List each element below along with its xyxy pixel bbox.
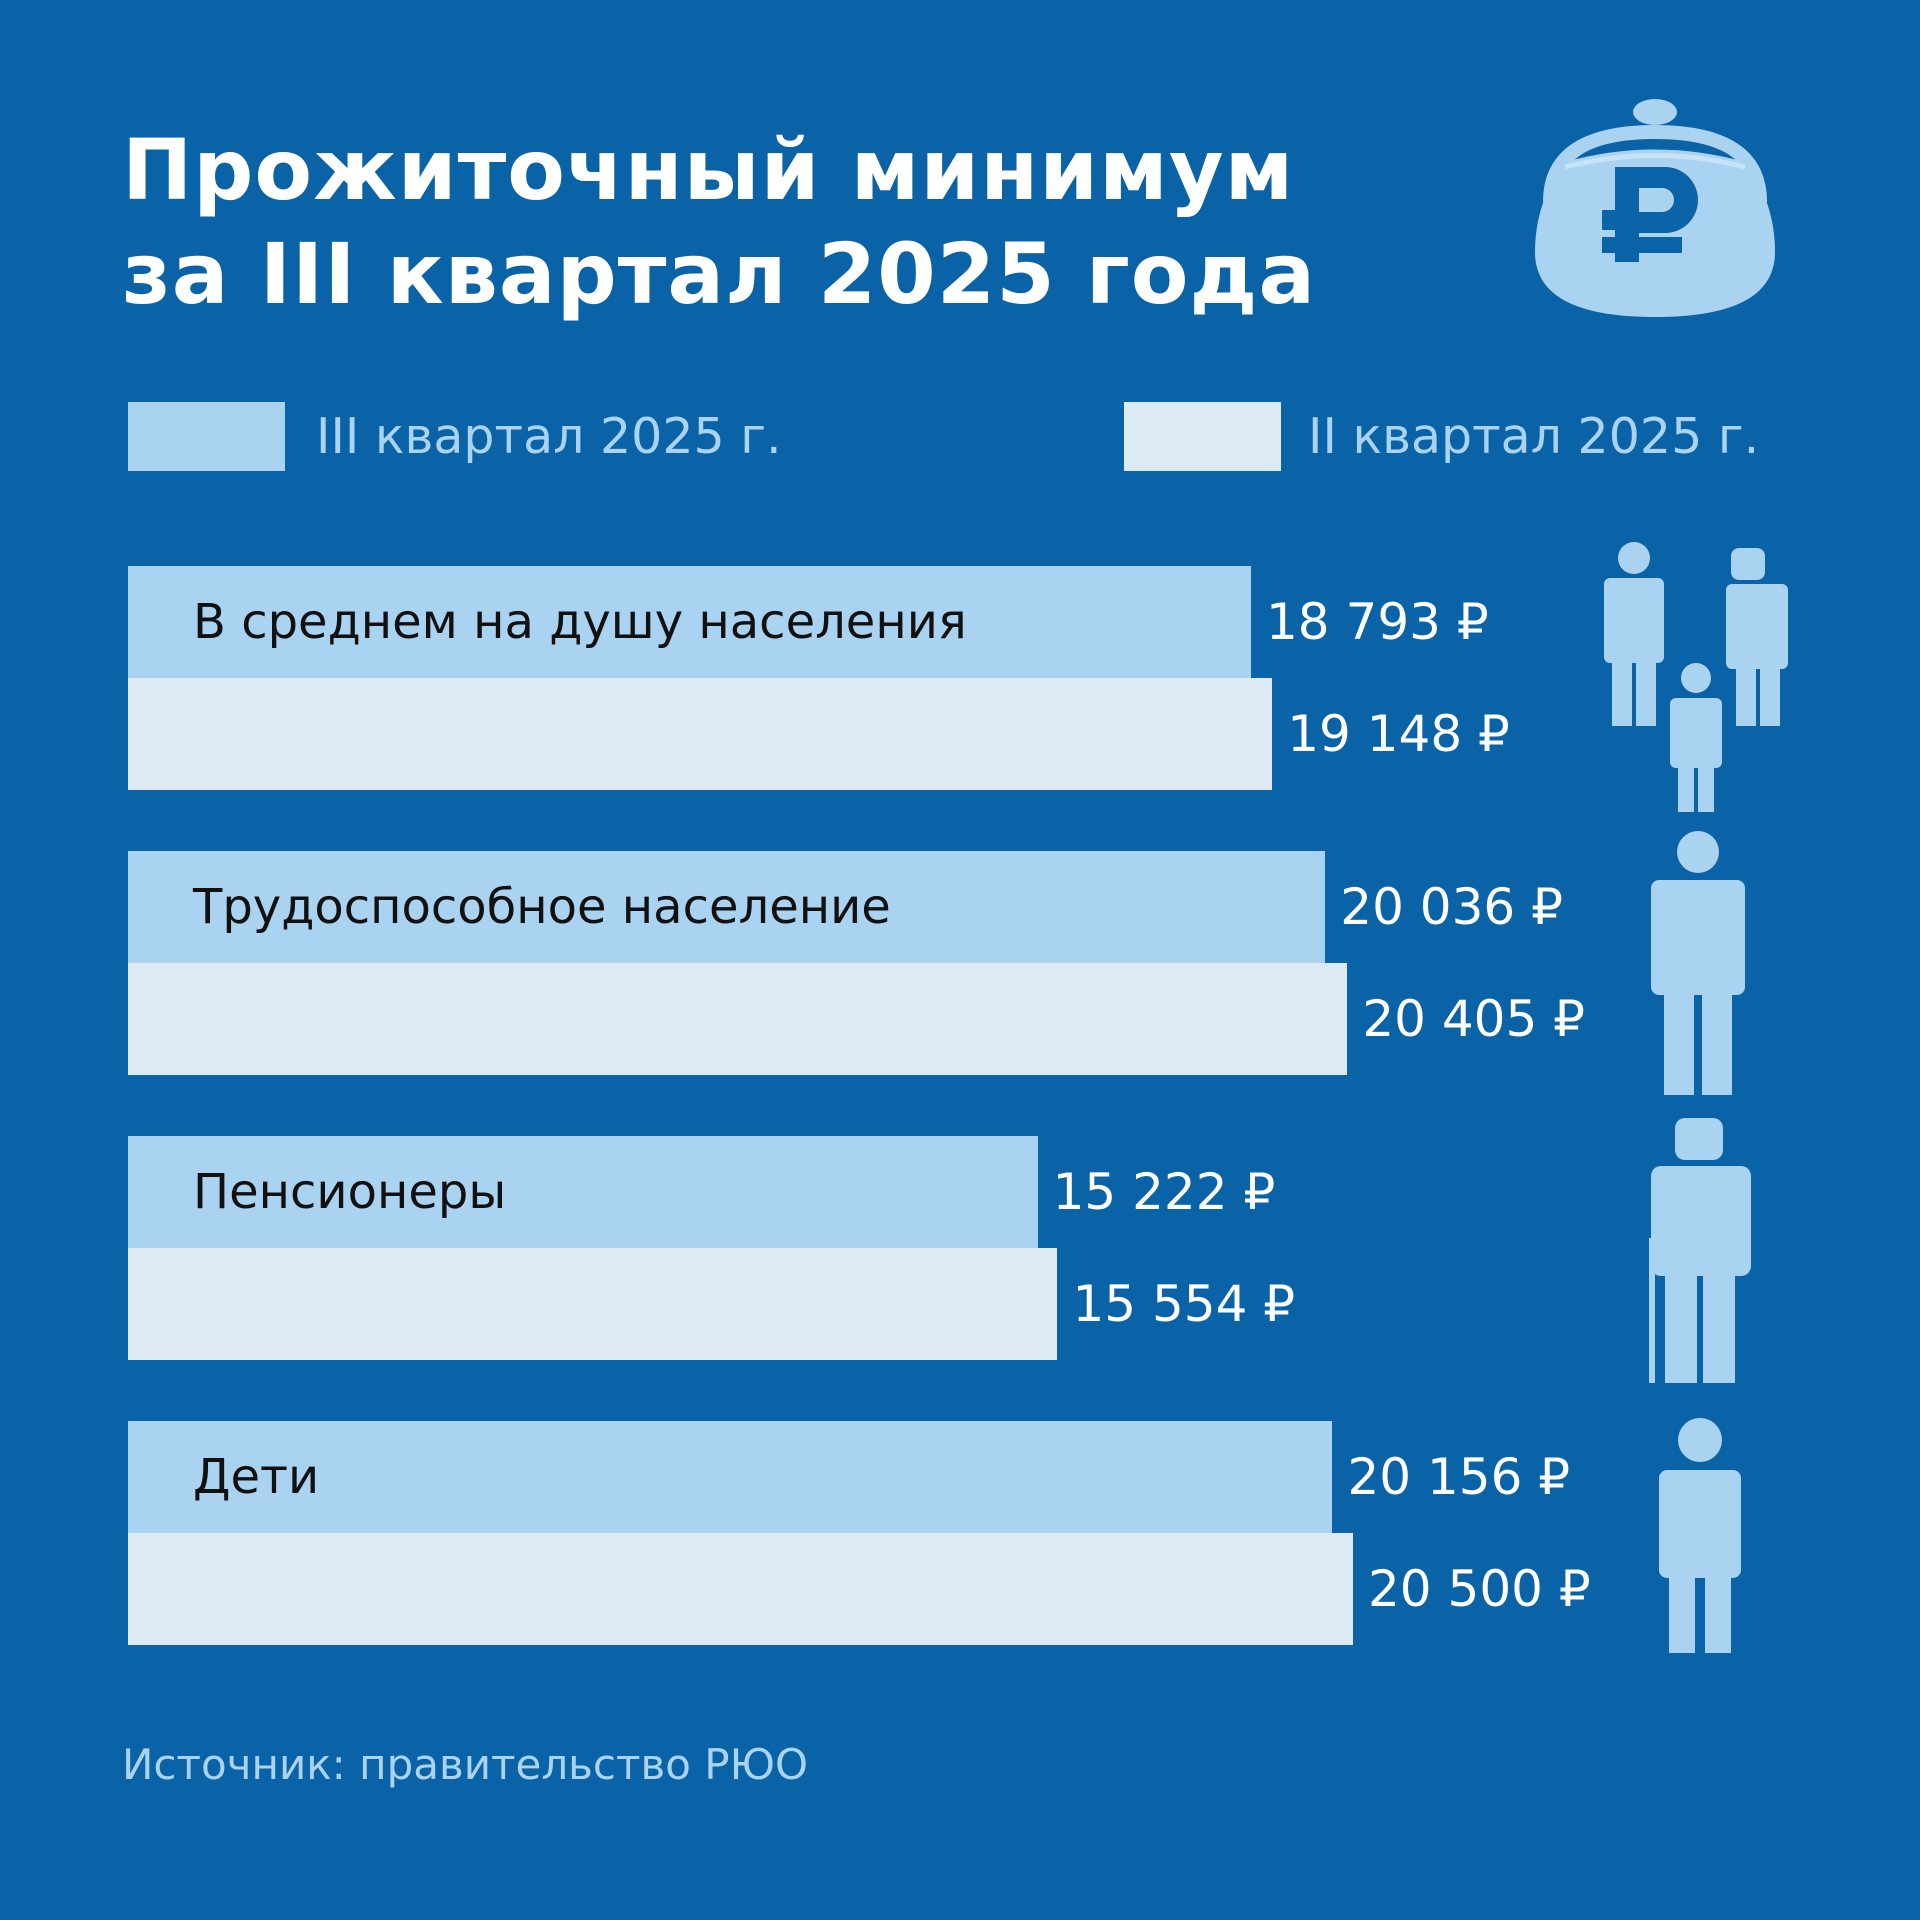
worker-icon [1651,831,1745,1095]
title-line-2: за III квартал 2025 года [122,225,1317,323]
value-label: 15 554 ₽ [1072,1275,1296,1333]
pensioner-icon [1649,1118,1751,1383]
bar-q3 [128,566,1251,678]
bar-q2 [128,678,1273,790]
value-label: 20 500 ₽ [1368,1560,1591,1618]
value-label: 15 222 ₽ [1052,1163,1276,1221]
value-label: 19 148 ₽ [1287,705,1510,763]
bar-q2 [128,1533,1353,1645]
legend-label-q3: III квартал 2025 г. [316,408,782,465]
value-label: 20 036 ₽ [1340,878,1563,936]
child-icon [1659,1418,1741,1653]
bar-q2 [128,1248,1058,1360]
category-label: Пенсионеры [193,1164,507,1220]
bar-q3 [128,851,1326,963]
category-label: В среднем на душу населения [193,594,967,650]
title-line-1: Прожиточный минимум [122,121,1295,219]
category-label: Трудоспособное население [193,879,891,935]
legend-swatch-q3 [128,402,285,471]
legend-label-q2: II квартал 2025 г. [1308,408,1760,465]
value-label: 20 156 ₽ [1347,1448,1571,1506]
value-label: 20 405 ₽ [1362,990,1585,1048]
value-label: 18 793 ₽ [1265,593,1489,651]
bar-q3 [128,1136,1038,1248]
bar-q3 [128,1421,1333,1533]
bar-q2 [128,963,1348,1075]
purse-ruble-icon [1535,99,1775,317]
legend-swatch-q2 [1124,402,1281,471]
family-icon [1604,542,1788,812]
source-note: Источник: правительство РЮО [122,1740,809,1789]
page-title: Прожиточный минимум за III квартал 2025 … [122,118,1316,326]
category-label: Дети [193,1449,320,1505]
